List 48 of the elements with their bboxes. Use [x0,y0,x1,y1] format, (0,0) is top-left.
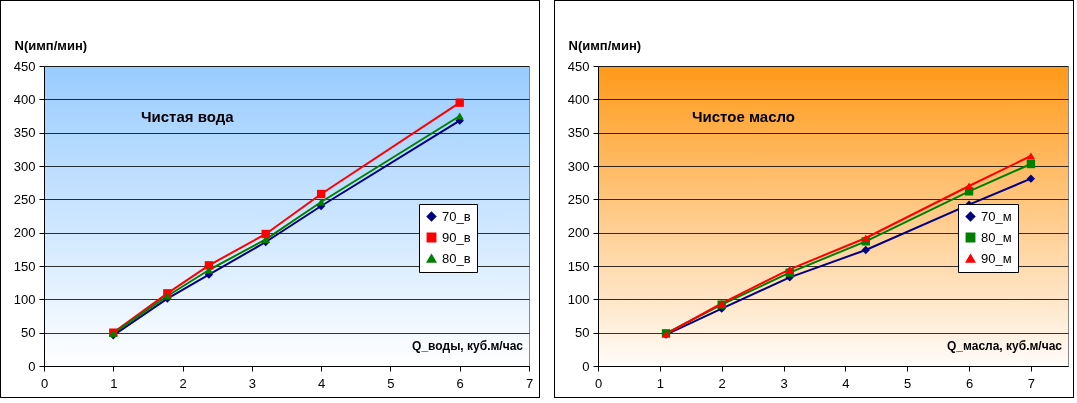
x-tick-label: 0 [40,375,49,391]
x-tick-label: 7 [1027,375,1036,391]
y-tick-label: 450 [567,58,590,74]
y-tick-label: 150 [567,258,590,274]
y-tick-label: 200 [13,225,36,241]
y-tick-label: 350 [13,125,36,141]
y-tick-label: 250 [13,191,36,207]
y-tick-label: 50 [575,325,590,341]
y-tick-label: 100 [13,291,36,307]
x-tick-label: 2 [718,375,726,391]
x-tick-label: 6 [456,375,464,391]
y-tick-label: 150 [13,258,36,274]
y-tick-label: 400 [13,91,36,107]
y-tick-label: 0 [28,358,36,374]
x-tick-label: 3 [248,375,256,391]
y-tick-label: 350 [567,125,590,141]
y-tick-label: 450 [13,58,36,74]
text: Чистое масло [692,108,796,125]
legend-label: 80_в [442,250,471,266]
x-tick-label: 7 [525,375,534,391]
y-tick-label: 50 [21,325,36,341]
y-axis-title: N(имп/мин) [568,37,642,53]
x-tick-label: 6 [965,375,974,391]
x-tick-label: 0 [594,375,603,391]
y-tick-label: 0 [582,358,590,374]
x-tick-label: 4 [842,375,850,391]
legend-label: 80_м [981,229,1012,245]
legend-label: 90_в [442,229,471,245]
y-tick-label: 200 [567,225,590,241]
text: Чистая вода [141,108,235,125]
y-tick-label: 300 [13,158,36,174]
y-tick-label: 400 [567,91,590,107]
x-tick-label: 5 [387,375,395,391]
legend-label: 70_в [442,208,471,224]
legend-label: 90_м [981,250,1012,266]
x-tick-label: 5 [904,375,912,391]
y-axis-title: N(имп/мин) [14,37,88,53]
y-tick-label: 100 [567,291,590,307]
x-tick-label: 4 [318,375,326,391]
y-tick-label: 300 [567,158,590,174]
x-tick-label: 3 [780,375,788,391]
legend-label: 70_м [981,208,1012,224]
x-tick-label: 1 [656,375,664,391]
x-axis-title: Q_воды, куб.м/час [412,339,524,353]
y-tick-label: 250 [567,191,590,207]
x-tick-label: 2 [179,375,187,391]
x-axis-title: Q_масла, куб.м/час [947,339,1063,353]
x-tick-label: 1 [110,375,118,391]
